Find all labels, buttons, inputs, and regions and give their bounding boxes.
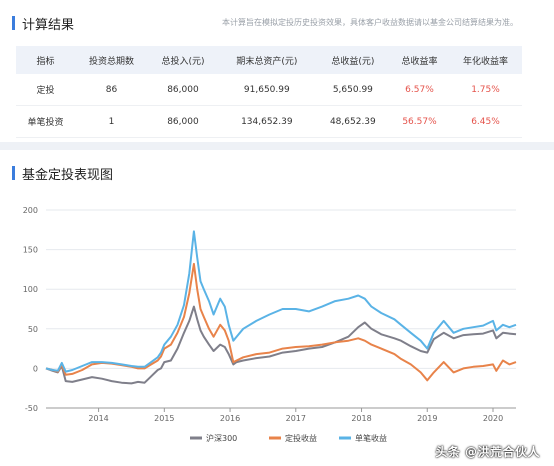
section-accent-bar — [12, 16, 15, 30]
table-cell: 48,652.39 — [315, 105, 390, 138]
legend-label: 沪深300 — [206, 433, 237, 443]
legend-label: 定投收益 — [285, 433, 317, 443]
line-chart: -50 0 50 100 150 200 2014 2015 2016 2017 2018 2019 2… — [23, 206, 517, 443]
table-header-cell: 总收益率 — [389, 46, 449, 74]
table-cell: 86,000 — [148, 74, 218, 106]
legend-label: 单笔收益 — [355, 433, 387, 443]
table-cell: 86 — [75, 74, 148, 106]
x-tick-label: 2014 — [88, 414, 108, 423]
table-row: 单笔投资 1 86,000 134,652.39 48,652.39 56.57… — [16, 105, 522, 138]
x-tick-label: 2019 — [417, 414, 437, 423]
chart-panel: 基金定投表现图 -50 0 50 100 150 200 2014 2015 2016 2017 2… — [0, 150, 554, 466]
table-cell: 6.57% — [389, 74, 449, 106]
x-tick-label: 2017 — [286, 414, 306, 423]
table-cell: 5,650.99 — [315, 74, 390, 106]
y-tick-label: 200 — [23, 206, 38, 215]
table-header-cell: 总收益(元) — [315, 46, 390, 74]
result-table: 指标 投资总期数 总投入(元) 期末总资产(元) 总收益(元) 总收益率 年化收… — [16, 46, 522, 138]
table-cell: 定投 — [16, 74, 76, 106]
disclaimer-text: 本计算旨在模拟定投历史投资效果，具体客户收益数据请以基金公司结算结果为准。 — [222, 18, 518, 27]
result-section-header: 计算结果 — [12, 14, 75, 33]
chart-title: 基金定投表现图 — [22, 167, 114, 183]
section-accent-bar — [12, 166, 15, 180]
result-panel: 计算结果 本计算旨在模拟定投历史投资效果，具体客户收益数据请以基金公司结算结果为… — [0, 0, 554, 142]
x-tick-label: 2018 — [351, 414, 371, 423]
table-header-cell: 指标 — [16, 46, 76, 74]
result-title: 计算结果 — [22, 17, 75, 33]
table-cell: 单笔投资 — [16, 105, 76, 138]
table-header-cell: 总投入(元) — [148, 46, 218, 74]
x-tick-label: 2015 — [154, 414, 174, 423]
table-cell: 1.75% — [448, 74, 522, 106]
table-header-row: 指标 投资总期数 总投入(元) 期末总资产(元) 总收益(元) 总收益率 年化收… — [16, 46, 522, 74]
y-tick-label: 100 — [23, 285, 38, 294]
x-tick-label: 2016 — [220, 414, 240, 423]
chart-section-header: 基金定投表现图 — [12, 164, 114, 183]
table-row: 定投 86 86,000 91,650.99 5,650.99 6.57% 1.… — [16, 74, 522, 106]
y-tick-label: 150 — [23, 246, 38, 255]
table-cell: 134,652.39 — [217, 105, 316, 138]
table-header-cell: 投资总期数 — [75, 46, 148, 74]
y-tick-label: 0 — [33, 364, 38, 373]
x-tick-label: 2020 — [483, 414, 503, 423]
table-cell: 86,000 — [148, 105, 218, 138]
y-tick-label: -50 — [25, 404, 38, 413]
table-cell: 91,650.99 — [217, 74, 316, 106]
table-header-cell: 年化收益率 — [448, 46, 522, 74]
series-line-0 — [45, 305, 517, 385]
watermark: 头条 @洪荒合伙人 — [435, 445, 540, 459]
series-line-2 — [45, 230, 517, 373]
table-cell: 1 — [75, 105, 148, 138]
table-cell: 56.57% — [389, 105, 449, 138]
table-header-cell: 期末总资产(元) — [217, 46, 316, 74]
table-cell: 6.45% — [448, 105, 522, 138]
y-tick-label: 50 — [28, 325, 38, 334]
